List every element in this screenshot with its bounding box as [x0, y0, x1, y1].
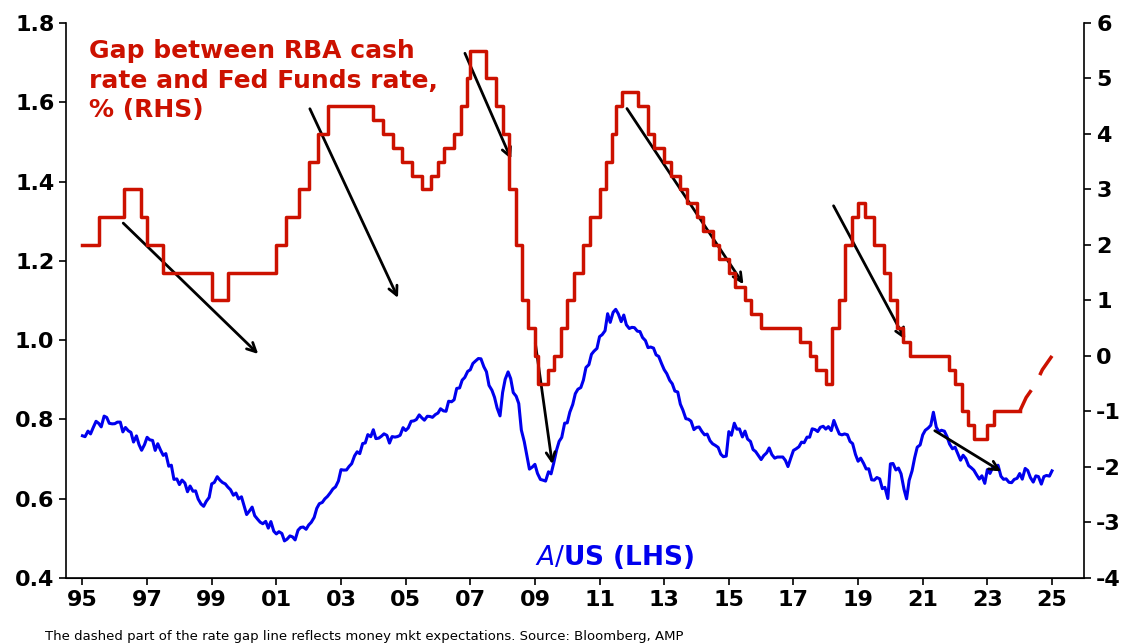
Text: Gap between RBA cash
rate and Fed Funds rate,
% (RHS): Gap between RBA cash rate and Fed Funds …: [89, 39, 437, 122]
Text: $A/$US (LHS): $A/$US (LHS): [535, 543, 694, 571]
Text: The dashed part of the rate gap line reflects money mkt expectations. Source: Bl: The dashed part of the rate gap line ref…: [45, 630, 684, 643]
